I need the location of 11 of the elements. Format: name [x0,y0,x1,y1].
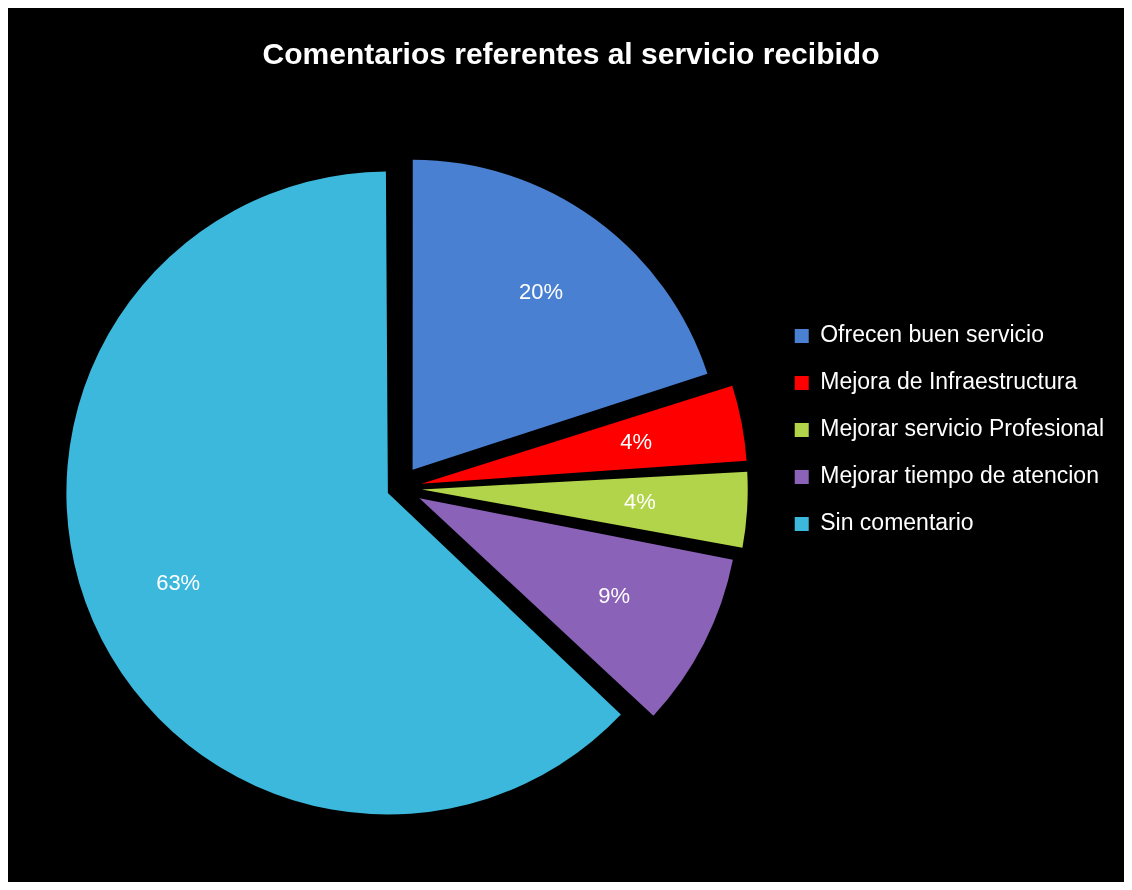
legend-label: Mejorar tiempo de atencion [820,462,1099,489]
data-label: 20% [519,279,564,305]
legend-label: Mejora de Infraestructura [820,368,1078,395]
legend-label: Ofrecen buen servicio [820,321,1044,348]
data-label: 9% [598,583,631,609]
data-label: 4% [624,489,656,515]
chart-title: Comentarios referentes al servicio recibido [262,37,880,71]
legend-label: Sin comentario [820,509,974,536]
legend-label: Mejorar servicio Profesional [820,415,1105,442]
data-label: 63% [156,569,201,595]
data-label: 4% [620,428,653,454]
